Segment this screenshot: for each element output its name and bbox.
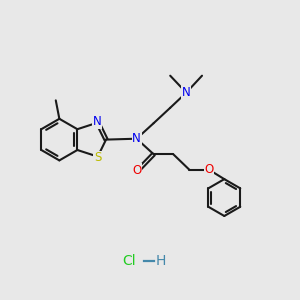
Text: S: S	[94, 151, 101, 164]
Text: N: N	[93, 115, 101, 128]
Text: O: O	[132, 164, 142, 177]
Text: Cl: Cl	[122, 254, 136, 268]
Text: N: N	[132, 132, 141, 145]
Text: H: H	[156, 254, 166, 268]
Text: O: O	[204, 163, 214, 176]
Text: N: N	[182, 86, 190, 99]
